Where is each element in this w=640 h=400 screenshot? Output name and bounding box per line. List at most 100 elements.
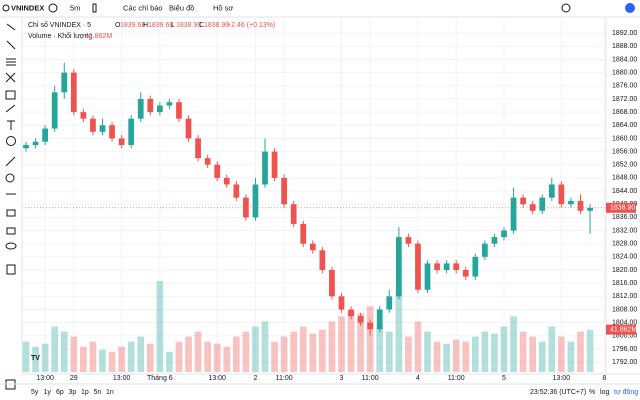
tv-logo: TV [31, 355, 40, 362]
volume-bar [471, 336, 479, 372]
y-tick-label: 1872.00 [612, 96, 637, 103]
legend-value: 1839.68 [148, 22, 173, 29]
y-tick-label: 1812.00 [612, 293, 637, 300]
indicators-btn[interactable]: Các chỉ báo [123, 3, 163, 12]
range-btn[interactable]: 3p [69, 389, 77, 396]
last-price-label: 1838.90 [610, 205, 635, 212]
profile-btn[interactable]: Hồ sơ [213, 3, 233, 12]
candle-body [243, 197, 249, 218]
candle-body [577, 200, 584, 211]
volume-bar [118, 346, 125, 372]
candle-body [348, 309, 354, 317]
x-tick-label: 4 [416, 375, 420, 382]
volume-bar [405, 336, 412, 372]
toolbar-bg [0, 0, 640, 17]
candle-body [558, 184, 565, 205]
candle-body [395, 237, 402, 297]
volume-bar [127, 341, 135, 372]
add-symbol[interactable] [48, 3, 58, 13]
percent-btn[interactable]: % [589, 389, 595, 396]
log-btn[interactable]: log [600, 389, 609, 396]
volume-bar [137, 336, 145, 372]
candle-body [309, 243, 316, 251]
range-btn[interactable]: 1n [106, 389, 114, 396]
x-tick-label: 29 [70, 375, 78, 382]
candle-body [195, 138, 201, 159]
x-tick-label: 2 [253, 375, 257, 382]
x-tick-label: 5 [502, 375, 506, 382]
volume-bar [299, 326, 307, 372]
candle-body [386, 296, 393, 310]
left-toolbar [0, 18, 22, 374]
volume-bar [586, 329, 594, 372]
range-buttons: 5y 1y 6p 3p 1p 5n 1n [31, 389, 114, 396]
x-tick-label: 13:00 [553, 375, 571, 382]
candle-body [262, 151, 268, 185]
legend-value: 1838.90 [204, 22, 229, 29]
y-tick-label: 1820.00 [612, 267, 637, 274]
candle-body [472, 256, 479, 277]
legend-name: Chỉ số VNINDEX · 5 [28, 20, 91, 29]
candle-body [147, 98, 154, 113]
volume-bar [519, 331, 527, 372]
candle-body [443, 263, 450, 271]
candle-body [568, 200, 574, 205]
range-btn[interactable]: 5n [94, 389, 102, 396]
volume-bar [252, 326, 259, 372]
volume-value: 41.862M [85, 33, 112, 40]
candle-icon[interactable] [92, 3, 97, 13]
candle-body [281, 177, 287, 205]
grid [22, 18, 606, 372]
y-tick-label: 1828.00 [612, 241, 637, 248]
candle-body [501, 230, 507, 238]
candle-body [462, 270, 469, 277]
candle-body [510, 197, 517, 231]
volume-bar [22, 341, 30, 372]
y-tick-label: 1892.00 [612, 30, 637, 37]
candle-body [118, 138, 125, 145]
y-tick-label: 1804.00 [612, 319, 637, 326]
last-price-tag [606, 202, 636, 213]
volume-bar [261, 321, 269, 372]
search-icon[interactable] [2, 4, 10, 12]
volume-bar [548, 326, 556, 372]
volume-bar [319, 329, 326, 372]
y-tick-label: 1816.00 [612, 280, 637, 287]
y-tick-label: 1844.00 [612, 188, 637, 195]
y-tick-label: 1868.00 [612, 109, 637, 116]
volume-bar [376, 326, 384, 372]
volume-bar [443, 343, 450, 372]
volume-bar [414, 321, 422, 372]
legend-key: C [199, 22, 204, 29]
volume-bar [357, 313, 364, 372]
candle-body [319, 250, 326, 271]
y-tick-label: 1808.00 [612, 306, 637, 313]
y-tick-label: 1824.00 [612, 254, 637, 261]
last-volume-label: 41.862M [610, 327, 637, 334]
candle-body [424, 263, 431, 290]
settings-icon[interactable] [561, 3, 571, 13]
auto-btn[interactable]: tự động [614, 389, 638, 396]
candle-body [223, 177, 230, 185]
candle-body [166, 102, 173, 106]
candle-body [51, 92, 58, 129]
legend-value: 1839.68 [120, 22, 145, 29]
candle-body [61, 72, 68, 93]
range-btn[interactable]: 5y [31, 389, 39, 396]
candle-body [176, 102, 182, 119]
chart-btn[interactable]: Biểu đồ [169, 3, 194, 12]
volume-bar [481, 331, 489, 372]
candle-body [290, 204, 297, 224]
range-btn[interactable]: 6p [56, 389, 64, 396]
candle-body [99, 125, 106, 132]
candle-body [520, 197, 526, 205]
symbol[interactable]: VNINDEX [11, 3, 44, 12]
volume-bar [232, 336, 240, 372]
candle-body [491, 237, 498, 244]
interval[interactable]: 5m [70, 3, 80, 12]
range-btn[interactable]: 1y [44, 389, 52, 396]
range-btn[interactable]: 1p [81, 389, 89, 396]
y-tick-label: 1852.00 [612, 162, 637, 169]
